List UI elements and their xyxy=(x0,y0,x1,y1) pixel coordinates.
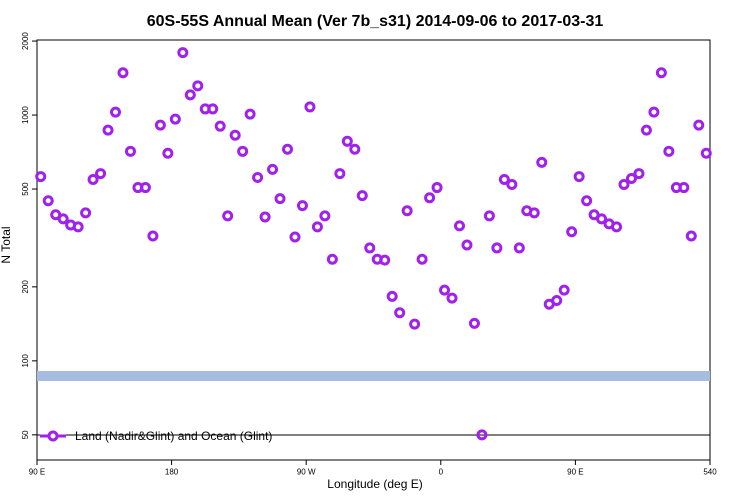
x-tick-label: 90 W xyxy=(297,468,316,477)
data-point xyxy=(506,178,518,190)
data-point xyxy=(326,253,338,265)
x-tick-label: 180 xyxy=(165,468,179,477)
data-point xyxy=(581,195,593,207)
data-point xyxy=(379,254,391,266)
data-point xyxy=(513,242,525,254)
data-point xyxy=(700,147,712,159)
data-point xyxy=(633,168,645,180)
data-point xyxy=(498,173,510,185)
y-axis-label: N Total xyxy=(0,226,13,263)
data-point xyxy=(453,220,465,232)
data-point xyxy=(259,211,271,223)
data-point xyxy=(154,119,166,131)
data-point xyxy=(319,210,331,222)
data-point xyxy=(349,143,361,155)
y-tick-label: 500 xyxy=(21,182,30,196)
data-point xyxy=(139,182,151,194)
x-tick-label: 90 E xyxy=(29,468,45,477)
data-point xyxy=(207,103,219,115)
x-axis-label: Longitude (deg E) xyxy=(327,477,422,491)
data-point xyxy=(274,193,286,205)
data-point xyxy=(461,239,473,251)
data-point xyxy=(237,145,249,157)
data-point xyxy=(573,171,585,183)
data-point xyxy=(110,106,122,118)
data-point xyxy=(364,242,376,254)
data-point xyxy=(296,200,308,212)
data-point xyxy=(42,195,54,207)
data-point xyxy=(184,89,196,101)
data-point xyxy=(618,178,630,190)
data-point xyxy=(147,230,159,242)
data-point xyxy=(102,124,114,136)
data-point xyxy=(117,67,129,79)
x-tick-label: 0 xyxy=(439,468,444,477)
data-point xyxy=(640,124,652,136)
data-point xyxy=(655,67,667,79)
data-point xyxy=(401,205,413,217)
x-tick-label: 540 xyxy=(703,468,717,477)
data-point xyxy=(229,129,241,141)
data-point xyxy=(72,221,84,233)
data-point xyxy=(341,135,353,147)
data-point xyxy=(124,145,136,157)
data-point xyxy=(416,253,428,265)
data-point xyxy=(409,318,421,330)
data-point xyxy=(289,231,301,243)
data-point xyxy=(282,143,294,155)
data-point xyxy=(80,207,92,219)
data-point xyxy=(685,230,697,242)
data-point xyxy=(192,80,204,92)
data-point xyxy=(536,156,548,168)
data-point xyxy=(528,207,540,219)
data-point xyxy=(95,168,107,180)
data-point xyxy=(304,101,316,113)
y-tick-label: 2000 xyxy=(21,32,30,50)
data-point xyxy=(214,120,226,132)
data-point xyxy=(551,295,563,307)
data-point xyxy=(169,113,181,125)
data-point xyxy=(476,429,488,441)
data-point xyxy=(311,221,323,233)
data-point xyxy=(334,168,346,180)
data-point xyxy=(625,172,637,184)
data-point xyxy=(596,213,608,225)
data-point xyxy=(57,213,69,225)
data-point xyxy=(431,182,443,194)
data-point xyxy=(446,292,458,304)
data-point xyxy=(439,284,451,296)
data-point xyxy=(386,290,398,302)
data-point xyxy=(222,210,234,222)
data-point xyxy=(35,171,47,183)
data-point xyxy=(162,147,174,159)
data-point xyxy=(424,192,436,204)
data-point xyxy=(252,172,264,184)
x-tick-label: 90 E xyxy=(567,468,583,477)
data-point xyxy=(491,242,503,254)
data-point xyxy=(356,190,368,202)
chart-title: 60S-55S Annual Mean (Ver 7b_s31) 2014-09… xyxy=(147,13,604,30)
data-point xyxy=(394,307,406,319)
data-point xyxy=(87,173,99,185)
y-tick-label: 1000 xyxy=(21,106,30,124)
data-point xyxy=(177,47,189,59)
data-point xyxy=(648,106,660,118)
y-tick-label: 100 xyxy=(21,354,30,368)
legend-label: Land (Nadir&Glint) and Ocean (Glint) xyxy=(75,429,272,443)
y-tick-label: 200 xyxy=(21,280,30,294)
y-tick-label: 50 xyxy=(21,430,30,439)
data-point xyxy=(693,119,705,131)
legend-marker xyxy=(47,430,59,442)
data-point xyxy=(558,284,570,296)
data-point xyxy=(611,221,623,233)
data-point xyxy=(267,163,279,175)
data-point xyxy=(468,317,480,329)
data-point xyxy=(663,145,675,157)
plot-frame xyxy=(36,39,711,461)
data-point xyxy=(244,108,256,120)
data-point xyxy=(678,182,690,194)
data-point xyxy=(483,210,495,222)
data-point xyxy=(566,226,578,238)
